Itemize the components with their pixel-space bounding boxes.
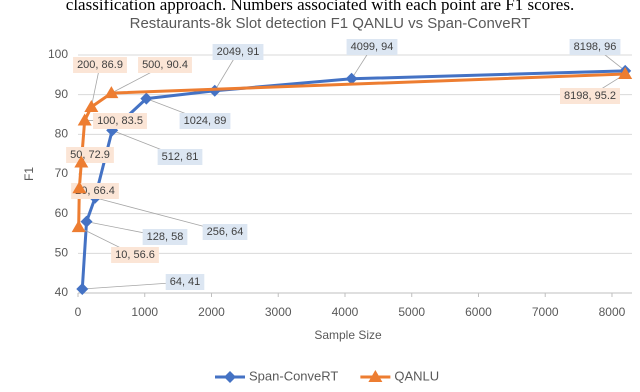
y-tick-label: 90 [55,87,69,101]
data-label: 8198, 96 [574,41,617,53]
data-label: 2049, 91 [217,46,260,58]
data-label-bg [138,57,192,73]
y-tick-label: 80 [55,127,69,141]
data-label-bg [142,229,188,245]
x-tick-label: 6000 [465,305,492,319]
data-label: 128, 58 [147,231,184,243]
data-label: 50, 72.9 [70,149,110,161]
data-label-group: 4099, 94 [346,39,398,55]
data-label: 256, 64 [207,226,244,238]
point-marker [618,67,633,80]
point-marker [72,181,87,194]
data-label: 1024, 89 [184,115,227,127]
y-tick-label: 60 [55,206,69,220]
point-marker [345,72,358,85]
x-tick-label: 8000 [599,305,626,319]
series-line [80,69,626,290]
data-label-group: 1024, 89 [179,113,231,129]
data-label-bg [157,149,203,165]
data-label-bg [71,183,119,199]
legend-marker [368,370,383,382]
data-label-bg [202,224,248,240]
data-label-group: 512, 81 [157,149,203,165]
data-label: 10, 56.6 [115,249,155,261]
x-tick-label: 0 [75,305,82,319]
data-label-group: 128, 58 [142,229,188,245]
data-label: 8198, 95.2 [564,90,616,102]
data-label-bg [179,113,231,129]
legend-marker [224,371,236,383]
x-tick-label: 2000 [198,305,225,319]
point-marker [104,86,119,99]
caption: classification approach. Numbers associa… [66,0,574,14]
data-label-bg [560,88,620,104]
x-tick-label: 1000 [131,305,158,319]
data-label: 500, 90.4 [142,59,188,71]
x-tick-label: 4000 [332,305,359,319]
x-axis-label: Sample Size [314,328,382,342]
data-label: 64, 41 [170,276,201,288]
data-label-bg [165,274,205,290]
data-label-group: 100, 83.5 [93,113,147,129]
x-tick-label: 5000 [398,305,425,319]
data-label-bg [346,39,398,55]
point-marker [77,113,92,126]
y-tick-label: 50 [55,246,69,260]
x-tick-label: 3000 [265,305,292,319]
data-label-bg [66,147,114,163]
chart-title: Restaurants-8k Slot detection F1 QANLU v… [130,15,531,32]
point-marker [80,215,93,228]
x-tick-label: 7000 [532,305,559,319]
data-label-group: 2049, 91 [212,44,264,60]
data-label-bg [111,247,159,263]
point-marker [140,92,153,105]
legend-label: QANLU [394,368,439,383]
data-label-group: 256, 64 [202,224,248,240]
legend-label: Span-ConveRT [249,368,338,383]
data-label-group: 64, 41 [165,274,205,290]
data-label: 512, 81 [162,151,199,163]
data-label-group: 20, 66.4 [71,183,119,199]
y-tick-label: 100 [48,47,68,61]
data-label-group: 10, 56.6 [111,247,159,263]
data-label-group: 200, 86.9 [73,57,127,73]
data-label-group: 50, 72.9 [66,147,114,163]
data-label-group: 8198, 96 [569,39,621,55]
data-label: 200, 86.9 [77,59,123,71]
point-marker [71,220,86,233]
point-marker [74,155,89,168]
data-label-bg [93,113,147,129]
data-label: 20, 66.4 [75,185,115,197]
point-marker [84,99,99,112]
data-label-bg [569,39,621,55]
y-axis-label: F1 [22,167,36,181]
y-tick-label: 40 [55,285,69,299]
data-label: 100, 83.5 [97,115,143,127]
point-marker [76,283,89,296]
data-label: 4099, 94 [351,41,394,53]
data-label-group: 8198, 95.2 [560,88,620,104]
y-tick-label: 70 [55,166,69,180]
data-label-bg [212,44,264,60]
data-label-bg [73,57,127,73]
data-label-group: 500, 90.4 [138,57,192,73]
